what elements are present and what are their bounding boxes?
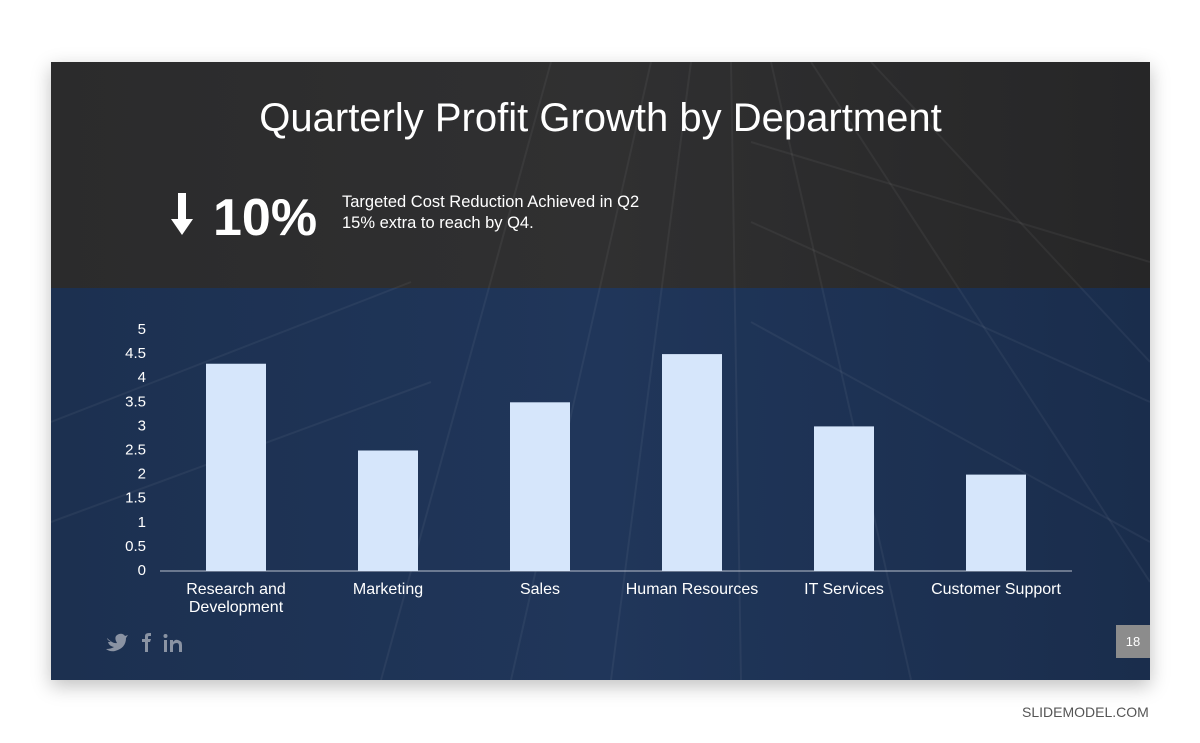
- header-band: [51, 62, 1150, 288]
- x-tick-label: Marketing: [352, 581, 424, 598]
- kpi-line: Targeted Cost Reduction Achieved in Q2: [342, 193, 640, 211]
- x-tick-label: Research and Development: [186, 581, 286, 616]
- y-tick-label: 4.5: [125, 345, 146, 362]
- y-tick-label: 3: [138, 417, 146, 434]
- y-tick-label: 5: [138, 321, 146, 338]
- chart: 0 0.5 1 1.5 2 2.5 3 3.5 4 4.5 5: [125, 321, 1072, 579]
- x-tick-label: Sales: [519, 581, 561, 598]
- bar: [814, 426, 874, 571]
- y-tick-label: 3.5: [125, 393, 146, 410]
- y-tick-label: 1: [138, 514, 146, 531]
- y-tick-label: 0.5: [125, 538, 146, 555]
- x-tick-label: Customer Support: [931, 581, 1061, 598]
- kpi-line: 15% extra to reach by Q4.: [342, 214, 534, 232]
- down-arrow-icon: [171, 193, 193, 235]
- y-tick-label: 4: [138, 369, 146, 386]
- social-icons: [106, 633, 182, 652]
- kpi-value: 10%: [213, 189, 318, 247]
- y-tick-label: 1.5: [125, 490, 146, 507]
- slide-title: Quarterly Profit Growth by Department: [259, 96, 942, 140]
- bar: [206, 363, 266, 571]
- y-tick-label: 2.5: [125, 441, 146, 458]
- x-tick-label: IT Services: [804, 581, 884, 598]
- bar: [510, 402, 570, 571]
- y-tick-label: 2: [138, 466, 146, 483]
- page-number: 18: [1116, 625, 1150, 658]
- kpi-description: Targeted Cost Reduction Achieved in Q2 1…: [342, 192, 639, 234]
- bar: [966, 474, 1026, 571]
- y-tick-label: 0: [138, 562, 146, 579]
- slide: Quarterly Profit Growth by Department 10…: [51, 62, 1150, 680]
- bar: [662, 354, 722, 571]
- background-decoration: [51, 62, 1150, 680]
- brand: SLIDEMODEL.COM: [1022, 704, 1149, 720]
- x-tick-label: Human Resources: [625, 581, 759, 598]
- bar: [358, 450, 418, 571]
